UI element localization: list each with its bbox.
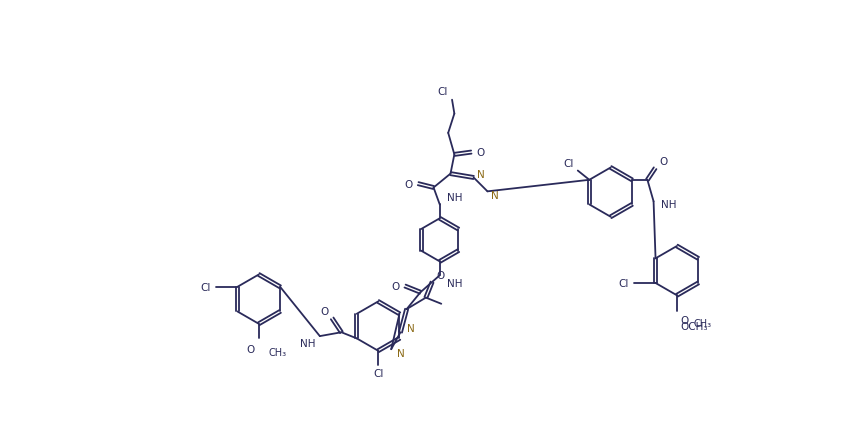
Text: NH: NH [301,339,316,349]
Text: NH: NH [447,193,463,203]
Text: N: N [477,169,485,179]
Text: N: N [406,324,414,334]
Text: N: N [397,348,406,358]
Text: CH₃: CH₃ [268,347,286,357]
Text: N: N [492,191,499,201]
Text: NH: NH [447,278,463,288]
Text: O: O [391,281,400,291]
Text: Cl: Cl [438,87,448,97]
Text: O: O [476,148,485,158]
Text: O: O [320,306,328,316]
Text: Cl: Cl [563,159,574,169]
Text: NH: NH [661,199,676,209]
Text: O: O [681,315,689,325]
Text: O: O [436,270,444,280]
Text: OCH₃: OCH₃ [681,322,708,332]
Text: O: O [659,157,667,167]
Text: O: O [247,344,255,354]
Text: Cl: Cl [619,278,629,288]
Text: O: O [405,179,412,189]
Text: CH₃: CH₃ [694,319,712,329]
Text: Cl: Cl [200,282,210,292]
Text: Cl: Cl [373,368,383,378]
